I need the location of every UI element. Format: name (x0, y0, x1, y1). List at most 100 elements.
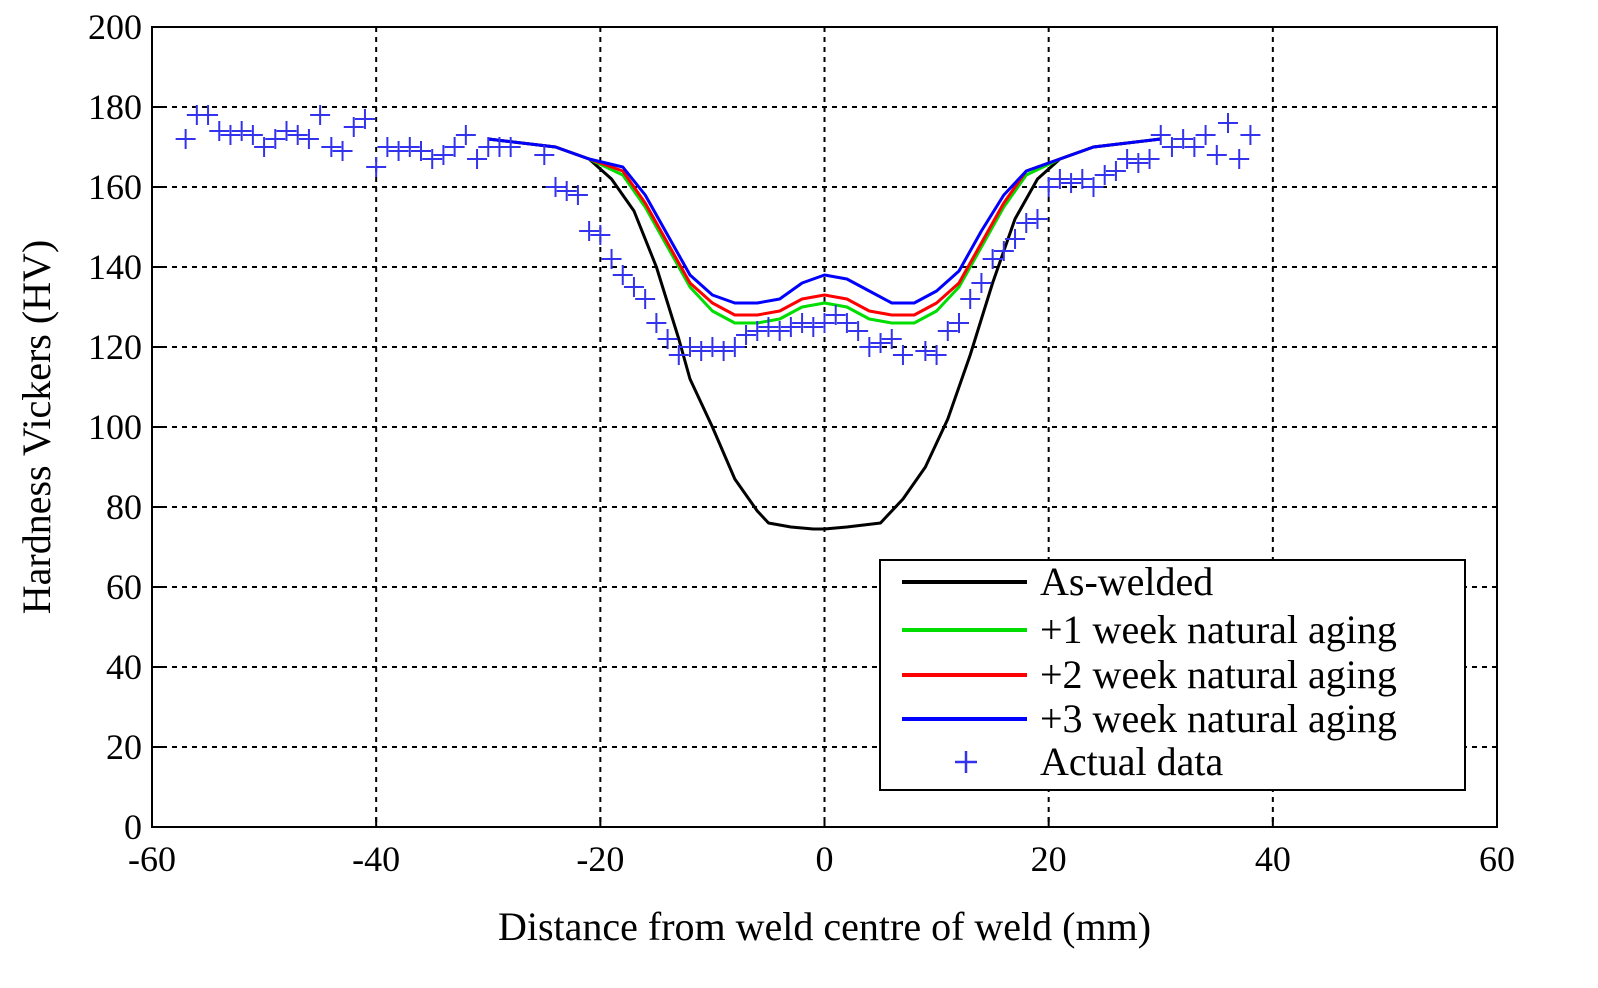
data-point (287, 125, 308, 145)
data-point (1173, 129, 1194, 149)
y-tick-label: 100 (88, 407, 142, 447)
data-point (937, 321, 958, 341)
data-point (388, 141, 409, 161)
series-layer (175, 105, 1261, 531)
series-line-as-welded (488, 137, 1161, 531)
data-point (803, 317, 824, 337)
data-point (1195, 125, 1216, 145)
data-point (377, 137, 398, 157)
data-point (1094, 165, 1115, 185)
data-point (1105, 161, 1126, 181)
x-tick-label: 40 (1255, 839, 1291, 879)
data-point (399, 137, 420, 157)
data-point (332, 141, 353, 161)
y-axis-title: Hardness Vickers (HV) (14, 240, 59, 615)
data-point (680, 337, 700, 357)
data-point (455, 125, 476, 145)
data-point (814, 313, 835, 333)
data-point (1072, 169, 1093, 189)
y-tick-label: 180 (88, 87, 142, 127)
data-point (747, 321, 768, 341)
data-point (915, 341, 936, 361)
data-point (1240, 125, 1261, 145)
data-point (702, 337, 723, 357)
data-point (713, 341, 734, 361)
y-tick-label: 160 (88, 167, 142, 207)
x-tick-label: 60 (1479, 839, 1515, 879)
data-point (567, 185, 588, 205)
x-axis-title: Distance from weld centre of weld (mm) (498, 904, 1151, 949)
data-point (859, 337, 880, 357)
data-point (534, 145, 555, 165)
data-point (343, 117, 364, 137)
data-point (298, 129, 319, 149)
data-point (635, 289, 656, 309)
data-point (736, 325, 757, 345)
data-point (220, 125, 241, 145)
data-point (926, 345, 947, 365)
data-point (657, 329, 678, 349)
legend-label: +1 week natural aging (1040, 607, 1397, 652)
data-point (1206, 145, 1227, 165)
data-point (254, 137, 275, 157)
y-tick-label: 0 (124, 807, 142, 847)
series-line-1-week-natural-aging (488, 137, 1161, 325)
data-point (1083, 177, 1104, 197)
legend-label: +2 week natural aging (1040, 652, 1397, 697)
data-point (949, 313, 969, 333)
data-point (231, 121, 252, 141)
data-point (175, 129, 196, 149)
series-line-2-week-natural-aging (488, 137, 1161, 317)
data-point (1016, 213, 1037, 233)
data-point (960, 289, 981, 309)
data-point (691, 341, 712, 361)
x-tick-label: 0 (816, 839, 834, 879)
data-point (1049, 169, 1070, 189)
data-point (646, 313, 667, 333)
y-tick-label: 140 (88, 247, 142, 287)
data-point (758, 317, 779, 337)
data-point (422, 149, 443, 169)
data-point (1061, 173, 1082, 193)
series-actual-data (175, 105, 1261, 365)
x-tick-label: 20 (1031, 839, 1067, 879)
y-tick-label: 120 (88, 327, 142, 367)
y-tick-label: 80 (106, 487, 142, 527)
data-point (1150, 125, 1171, 145)
data-point (579, 221, 600, 241)
data-point (1027, 209, 1048, 229)
x-tick-label: -40 (352, 839, 400, 879)
data-point (444, 137, 465, 157)
data-point (1117, 149, 1138, 169)
data-point (1005, 229, 1026, 249)
data-point (1128, 153, 1149, 173)
data-point (1161, 137, 1182, 157)
legend-label: As-welded (1040, 559, 1213, 604)
legend: As-welded+1 week natural aging+2 week na… (879, 559, 1466, 791)
data-point (411, 141, 431, 161)
data-point (881, 329, 902, 349)
y-tick-label: 40 (106, 647, 142, 687)
series-line-3-week-natural-aging (488, 137, 1161, 305)
data-point (601, 249, 622, 269)
legend-marker (955, 751, 977, 773)
y-tick-label: 60 (106, 567, 142, 607)
x-tick-label: -60 (128, 839, 176, 879)
data-point (209, 121, 230, 141)
data-point (892, 345, 913, 365)
data-point (780, 317, 801, 337)
data-point (198, 105, 219, 125)
data-point (354, 109, 375, 129)
y-tick-label: 20 (106, 727, 142, 767)
data-point (433, 145, 454, 165)
y-tick-label: 200 (88, 7, 142, 47)
data-point (870, 333, 891, 353)
data-point (1038, 177, 1059, 197)
data-point (590, 225, 611, 245)
data-point (982, 249, 1003, 269)
data-point (1229, 149, 1250, 169)
data-point (769, 321, 790, 341)
data-point (265, 129, 286, 149)
data-point (556, 181, 577, 201)
